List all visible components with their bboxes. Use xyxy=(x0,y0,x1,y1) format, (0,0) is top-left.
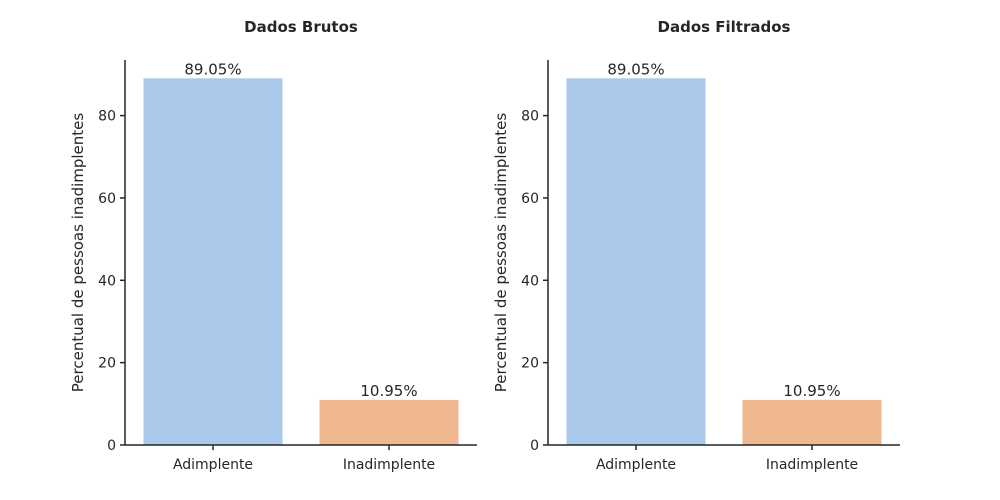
y-tick-label: 80 xyxy=(521,109,539,125)
chart-title: Dados Brutos xyxy=(244,18,358,36)
chart-panel-dados-brutos: Dados Brutos Percentual de pessoas inadim… xyxy=(69,18,477,473)
y-tick-label: 80 xyxy=(98,109,116,125)
y-tick-label: 20 xyxy=(98,356,116,372)
y-tick-label: 0 xyxy=(530,438,539,454)
y-tick-label: 0 xyxy=(107,438,116,454)
y-tick-label: 40 xyxy=(98,273,116,289)
data-label: 89.05% xyxy=(607,60,664,78)
bar-adimplente xyxy=(566,78,706,445)
x-tick-label: Adimplente xyxy=(173,457,253,473)
y-tick-label: 40 xyxy=(521,273,539,289)
y-tick-label: 60 xyxy=(521,191,539,207)
bar-adimplente xyxy=(143,78,283,445)
y-axis-label: Percentual de pessoas inadimplentes xyxy=(492,113,510,393)
data-label: 10.95% xyxy=(360,382,417,400)
x-tick-label: Inadimplente xyxy=(343,457,435,473)
y-tick-label: 60 xyxy=(98,191,116,207)
y-axis-label: Percentual de pessoas inadimplentes xyxy=(69,113,87,393)
data-label: 10.95% xyxy=(783,382,840,400)
bar-inadimplente xyxy=(319,399,459,445)
x-tick-label: Adimplente xyxy=(596,457,676,473)
y-tick-label: 20 xyxy=(521,356,539,372)
bar-inadimplente xyxy=(742,399,882,445)
x-tick-label: Inadimplente xyxy=(766,457,858,473)
data-label: 89.05% xyxy=(184,60,241,78)
chart-title: Dados Filtrados xyxy=(658,18,791,36)
chart-panel-dados-filtrados: Dados Filtrados Percentual de pessoas ina… xyxy=(492,18,900,473)
